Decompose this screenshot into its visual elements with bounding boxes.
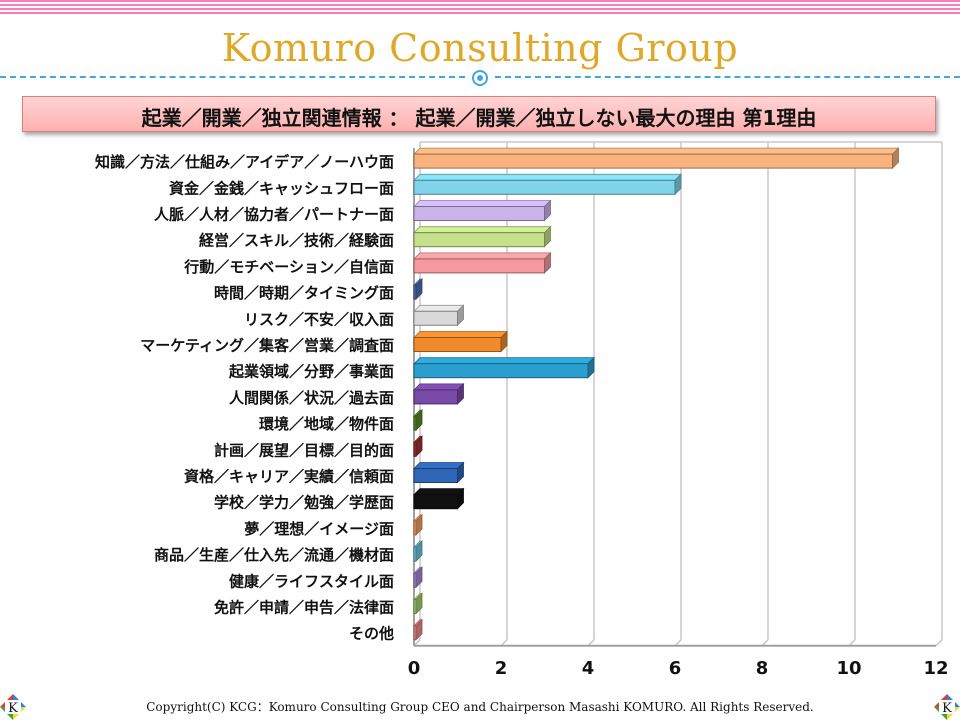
footer: Copyright(C) KCG：Komuro Consulting Group… [0,692,960,720]
svg-text:K: K [8,701,18,716]
bar [413,382,465,405]
bar-chart: 0 2 4 6 8 10 12 知識／方法／仕組み／アイデア／ノーハウ面資金／金銭／キャッシュ… [95,141,949,679]
category-label: 免許／申請／申告／法律面 [214,599,394,617]
category-label: 健康／ライフスタイル面 [229,572,394,590]
bar [413,278,423,301]
x-tick-label: 0 [408,658,421,679]
bar [413,173,682,196]
bar [413,435,423,458]
bar [413,225,552,248]
category-label: 知識／方法／仕組み／アイデア／ノーハウ面 [95,153,394,171]
x-tick-label: 2 [495,658,508,679]
bar [413,513,423,536]
divider-knob-icon [472,70,488,86]
svg-text:K: K [942,701,952,716]
bar [413,618,423,641]
bar [413,461,465,484]
x-tick-label: 12 [923,658,948,679]
bar [413,251,552,274]
category-label: その他 [349,625,394,643]
category-label: 資格／キャリア／実績／信頼面 [184,468,394,486]
heading-box: 起業／開業／独立関連情報 ： 起業／開業／独立しない最大の理由 第1理由 [22,96,936,132]
category-label: 資金／金銭／キャッシュフロー面 [169,179,394,197]
category-label: 計画／展望／目標／目的面 [214,441,394,459]
category-label: 環境／地域／物件面 [259,415,394,433]
bar [413,199,552,222]
x-tick-label: 6 [669,658,682,679]
top-stripe [0,0,960,14]
category-label: 行動／モチベーション／自信面 [183,258,394,276]
divider-left [0,76,465,78]
category-label: マーケティング／集客／営業／調査面 [140,337,394,355]
copyright-text: Copyright(C) KCG：Komuro Consulting Group… [146,700,814,714]
x-tick-label: 10 [836,658,861,679]
bar [413,330,508,353]
k-logo-right-icon: K [934,694,960,720]
category-label: 夢／理想／イメージ面 [244,520,394,538]
x-tick-label: 4 [582,658,595,679]
bar [413,566,423,589]
bar [413,487,465,510]
floor-gridline [935,639,943,647]
brand-title: Komuro Consulting Group [221,26,739,70]
category-label: 学校／学力／勉強／学歴面 [214,494,394,512]
category-label: 経営／スキル／技術／経験面 [199,232,394,250]
divider-right [495,76,960,78]
bar [413,409,423,432]
bar [413,540,423,563]
k-logo-left-icon: K [0,694,26,720]
category-label: 起業領域／分野／事業面 [228,363,394,381]
category-label: リスク／不安／収入面 [244,310,394,328]
page-heading: 起業／開業／独立関連情報 ： 起業／開業／独立しない最大の理由 第1理由 [141,106,817,130]
x-tick-label: 8 [756,658,769,679]
category-label: 人間関係／状況／過去面 [229,389,394,407]
bar [413,304,465,327]
category-label: 商品／生産／仕入先／流通／機材面 [154,546,394,564]
category-label: 時間／時期／タイミング面 [214,284,394,302]
bar [413,592,423,615]
bar [413,356,595,379]
category-label: 人脈／人材／協力者／パートナー面 [154,206,394,224]
bar [413,147,900,170]
